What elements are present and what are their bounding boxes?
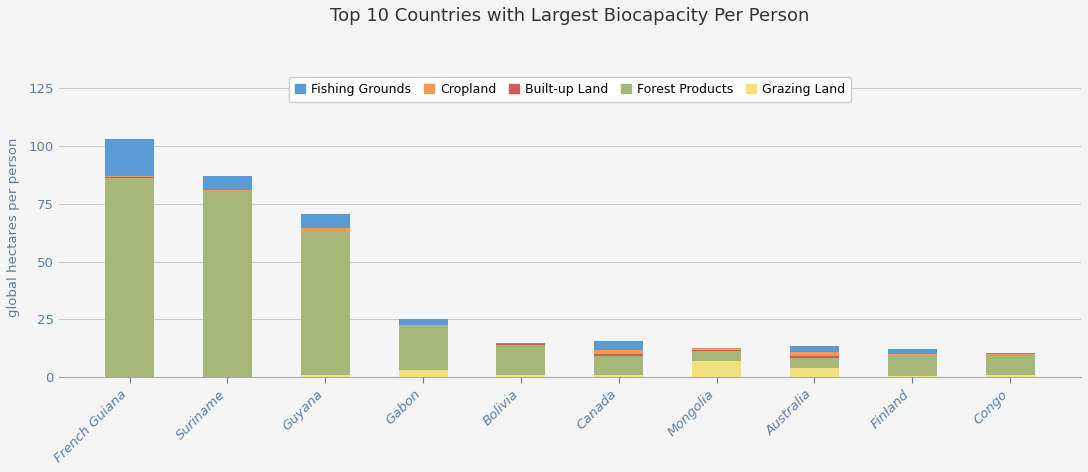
Bar	[398, 371, 447, 377]
Bar	[790, 358, 839, 368]
Title: Top 10 Countries with Largest Biocapacity Per Person: Top 10 Countries with Largest Biocapacit…	[330, 7, 809, 25]
Bar	[300, 375, 349, 377]
Bar	[986, 375, 1035, 377]
Bar	[790, 356, 839, 358]
Bar	[790, 352, 839, 356]
Bar	[790, 368, 839, 377]
Bar	[986, 355, 1035, 375]
Bar	[594, 350, 643, 354]
Bar	[300, 232, 349, 375]
Legend: Fishing Grounds, Cropland, Built-up Land, Forest Products, Grazing Land: Fishing Grounds, Cropland, Built-up Land…	[288, 77, 851, 102]
Bar	[496, 343, 545, 344]
Bar	[300, 214, 349, 228]
Bar	[496, 345, 545, 375]
Bar	[888, 349, 937, 354]
Bar	[692, 348, 741, 350]
Bar	[300, 228, 349, 232]
Bar	[398, 327, 447, 371]
Bar	[594, 354, 643, 356]
Bar	[398, 319, 447, 325]
Bar	[203, 190, 251, 191]
Bar	[496, 375, 545, 377]
Y-axis label: global hectares per person: global hectares per person	[7, 137, 20, 317]
Bar	[594, 356, 643, 375]
Bar	[106, 176, 154, 177]
Bar	[888, 354, 937, 356]
Bar	[790, 346, 839, 352]
Bar	[203, 176, 251, 190]
Bar	[986, 354, 1035, 355]
Bar	[594, 375, 643, 377]
Bar	[106, 177, 154, 377]
Bar	[692, 351, 741, 361]
Bar	[888, 356, 937, 376]
Bar	[888, 376, 937, 377]
Bar	[398, 325, 447, 326]
Bar	[106, 139, 154, 176]
Bar	[496, 344, 545, 345]
Bar	[203, 192, 251, 377]
Bar	[594, 341, 643, 350]
Bar	[692, 361, 741, 377]
